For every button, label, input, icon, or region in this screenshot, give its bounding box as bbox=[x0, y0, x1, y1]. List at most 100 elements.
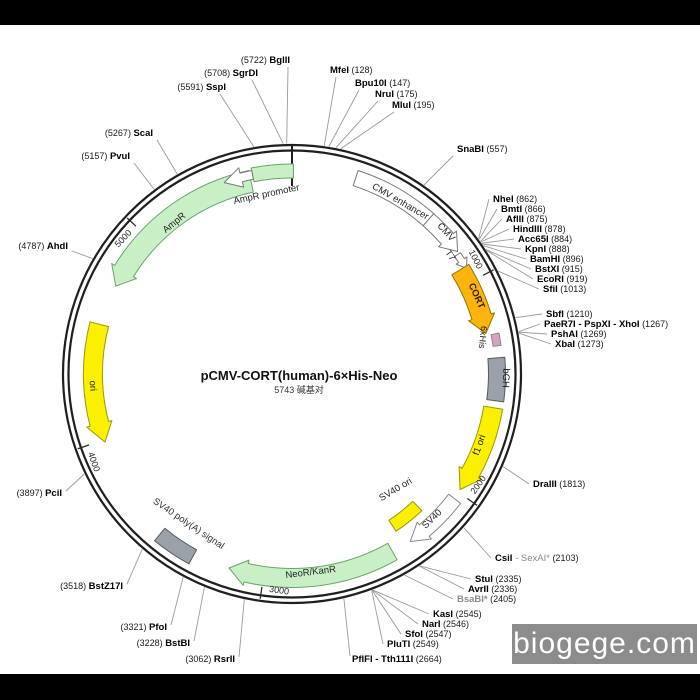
callout-line-PvuI bbox=[133, 162, 155, 190]
tick-5000 bbox=[126, 217, 137, 227]
callout-line-Bpu10I bbox=[328, 89, 360, 147]
callout-line-SfiI bbox=[498, 270, 540, 290]
callout-line-StuI bbox=[419, 565, 472, 580]
watermark: biogege.com bbox=[512, 624, 697, 664]
callout-line-MfeI bbox=[323, 76, 337, 146]
callout-line-PaeR7I - PspXI - XhoI bbox=[518, 323, 541, 333]
callout-line-RsrII bbox=[238, 599, 245, 658]
site-label-PaeR7I - PspXI - XhoI: PaeR7I - PspXI - XhoI (1267) bbox=[544, 319, 668, 330]
site-label-MfeI: MfeI (128) bbox=[330, 65, 373, 76]
callout-line-PfoI bbox=[170, 577, 184, 626]
callout-line-SspI bbox=[219, 93, 255, 147]
site-label-HindIII: HindIII (878) bbox=[513, 224, 566, 235]
callout-line-XbaI bbox=[518, 332, 552, 345]
feature-sv40-promoter bbox=[409, 493, 462, 542]
feature-ampr-gene bbox=[111, 170, 254, 287]
callout-line-BstXI bbox=[485, 249, 532, 270]
callout-line-AflII bbox=[480, 218, 503, 242]
site-label-BstZ17I: (3518) BstZ17I bbox=[60, 581, 123, 592]
tick-2000 bbox=[466, 497, 478, 506]
site-label-BmtI: BmtI (866) bbox=[501, 204, 546, 215]
site-label-PciI: (3897) PciI bbox=[17, 488, 62, 499]
callout-line-BglII bbox=[286, 66, 289, 144]
callout-line-BmtI bbox=[478, 208, 498, 240]
callout-line-AvrII bbox=[419, 565, 465, 590]
site-label-PvuI: (5157) PvuI bbox=[81, 151, 130, 162]
callout-line-SbfI bbox=[515, 313, 543, 319]
feature-cort-gene bbox=[451, 263, 495, 334]
feature-bgh-polya bbox=[486, 356, 506, 403]
site-label-CsiI: CsiI - SexAI* (2103) bbox=[495, 553, 578, 564]
site-label-PshAI: PshAI (1269) bbox=[551, 329, 606, 340]
callout-line-PluTI bbox=[371, 590, 384, 645]
callout-line-KasI bbox=[372, 589, 430, 615]
callout-line-NruI bbox=[335, 100, 379, 149]
feature-label-t7-promoter: T7 bbox=[443, 248, 457, 262]
site-label-StuI: StuI (2335) bbox=[475, 574, 521, 585]
site-label-NarI: NarI (2546) bbox=[422, 619, 469, 630]
site-label-NruI: NruI (175) bbox=[375, 89, 418, 100]
feature-6xhis-tag bbox=[490, 332, 502, 347]
site-label-RsrII: (3062) RsrII bbox=[185, 654, 235, 665]
callout-line-EcoRI bbox=[486, 250, 534, 280]
feature-ampr-promoter bbox=[250, 163, 294, 183]
tick-label-3000: 3000 bbox=[268, 584, 289, 597]
site-label-PfoI: (3321) PfoI bbox=[121, 622, 167, 633]
callout-line-PshAI bbox=[518, 331, 548, 335]
plasmid-title: pCMV-CORT(human)-6×His-Neo bbox=[201, 368, 398, 383]
callout-line-SfoI bbox=[371, 589, 402, 635]
site-label-BstBI: (3228) BstBI bbox=[137, 638, 190, 649]
site-label-SgrDI: (5708) SgrDI bbox=[204, 68, 258, 79]
feature-f1-ori bbox=[458, 405, 504, 490]
site-label-NheI: NheI (862) bbox=[493, 194, 537, 205]
callout-line-BsaBI* bbox=[404, 574, 454, 600]
feature-t7-promoter bbox=[454, 252, 468, 269]
site-label-ScaI: (5267) ScaI bbox=[105, 128, 153, 139]
plasmid-subtitle: 5743 碱基对 bbox=[274, 384, 324, 395]
feature-label-cmv-enhancer: CMV enhancer bbox=[370, 181, 430, 222]
site-label-SfiI: SfiI (1013) bbox=[543, 284, 586, 295]
bottom-letterbox-bar bbox=[0, 674, 700, 700]
site-label-AhdI: (4787) AhdI bbox=[18, 241, 68, 252]
site-label-Acc65I: Acc65I (884) bbox=[518, 234, 572, 245]
site-label-XbaI: XbaI (1273) bbox=[555, 339, 604, 350]
callout-line-DraIII bbox=[502, 466, 530, 485]
feature-sv40-ori bbox=[388, 500, 423, 532]
site-label-SnaBI: SnaBI (557) bbox=[457, 144, 507, 155]
tick-4000 bbox=[77, 444, 90, 450]
site-label-PflFI - Tth111I: PflFI - Tth111I (2664) bbox=[352, 654, 442, 665]
callout-line-BstZ17I bbox=[126, 549, 143, 585]
site-label-PluTI: PluTI (2549) bbox=[387, 639, 439, 650]
site-label-AflII: AflII (875) bbox=[506, 214, 547, 225]
callout-line-HindIII bbox=[480, 228, 510, 243]
callout-line-BstBI bbox=[193, 587, 205, 642]
site-label-SfoI: SfoI (2547) bbox=[405, 629, 451, 640]
site-label-BstXI: BstXI (915) bbox=[535, 264, 583, 275]
callout-line-Acc65I bbox=[481, 238, 515, 244]
feature-label-bgh-polya: bGH bbox=[500, 368, 512, 388]
callout-line-KpnI bbox=[482, 243, 522, 250]
callout-line-NarI bbox=[372, 589, 419, 625]
site-label-DraIII: DraIII (1813) bbox=[533, 479, 585, 490]
site-label-KasI: KasI (2545) bbox=[433, 609, 482, 620]
site-label-BsaBI*: BsaBI* (2405) bbox=[457, 594, 516, 605]
site-label-MluI: MluI (195) bbox=[392, 100, 435, 111]
feature-cmv-promoter bbox=[422, 213, 459, 252]
feature-sv40-polya bbox=[154, 527, 198, 565]
callout-line-NheI bbox=[478, 198, 490, 239]
feature-ampr-promoter-arrow bbox=[223, 167, 254, 188]
feature-ori bbox=[83, 321, 113, 443]
callout-line-AhdI bbox=[71, 250, 93, 259]
site-label-EcoRI: EcoRI (919) bbox=[537, 274, 587, 285]
feature-neor-kanr bbox=[228, 542, 398, 588]
callout-line-CsiI bbox=[463, 527, 492, 559]
site-label-KpnI: KpnI (888) bbox=[525, 244, 570, 255]
site-label-Bpu10I: Bpu10I (147) bbox=[355, 78, 410, 89]
site-label-BglII: (5722) BglII bbox=[241, 55, 290, 66]
callout-line-SgrDI bbox=[251, 79, 284, 144]
site-label-SbfI: SbfI (1210) bbox=[546, 309, 592, 320]
site-label-SspI: (5591) SspI bbox=[177, 82, 226, 93]
tick-label-4000: 4000 bbox=[86, 451, 102, 473]
